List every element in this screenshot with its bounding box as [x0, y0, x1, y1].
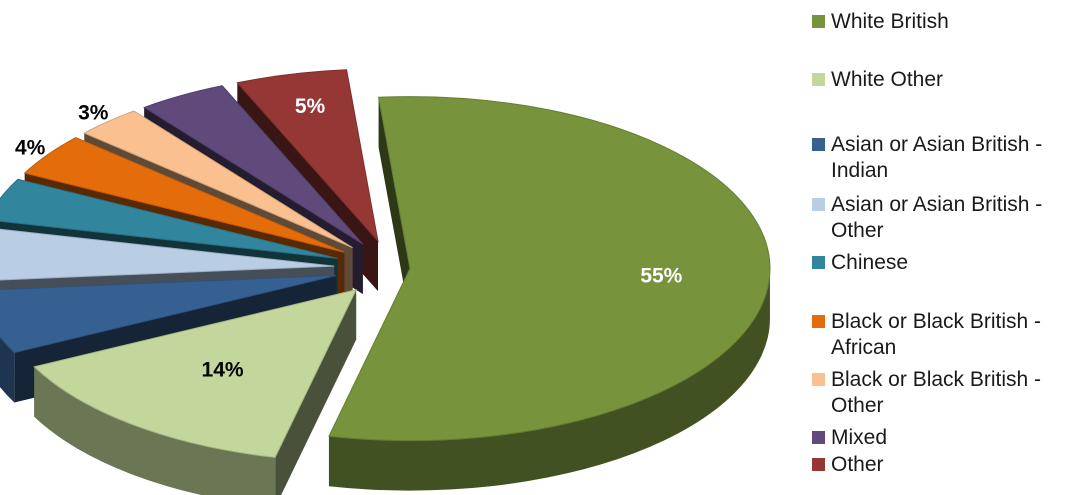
legend-item: Black or Black British - African [812, 309, 1082, 361]
legend-swatch [812, 373, 825, 386]
data-label-6: 4% [15, 136, 46, 159]
legend-item: Asian or Asian British - Indian [812, 132, 1082, 184]
legend-item: Mixed [812, 425, 1082, 451]
slice-rim [0, 336, 15, 403]
legend-label: Chinese [831, 251, 909, 274]
legend-label: Asian or Asian British - Other [831, 193, 1043, 242]
data-label-9: 5% [295, 95, 326, 118]
legend-swatch [812, 73, 825, 86]
pie-slice-2 [33, 289, 358, 458]
pie-slice-3 [0, 275, 337, 354]
legend-item: Other [812, 452, 1082, 478]
slice-top-layer [0, 69, 771, 458]
pie-slice-1 [328, 96, 771, 442]
legend-label: Mixed [831, 426, 888, 449]
pie-slice-9 [236, 69, 379, 243]
legend-label: White British [831, 10, 949, 33]
pie-slice-4 [0, 228, 335, 281]
legend-item: Asian or Asian British - Other [812, 192, 1082, 244]
legend: White British White Other Asian or Asian B… [812, 0, 1084, 495]
legend-label: Asian or Asian British - Indian [831, 133, 1043, 182]
legend-item: White British [812, 9, 1082, 35]
legend-swatch [812, 256, 825, 269]
data-label-2: 14% [202, 358, 244, 381]
legend-label: Black or Black British - Other [831, 368, 1042, 417]
pie-slice-6 [23, 137, 345, 253]
legend-swatch [812, 15, 825, 28]
legend-swatch [812, 138, 825, 151]
legend-label: Other [831, 453, 884, 476]
data-label-7: 3% [78, 101, 109, 124]
legend-swatch [812, 315, 825, 328]
data-label-layer: 55%14%6%5%4%4%3%5% [15, 95, 683, 381]
slice-rim [34, 366, 276, 495]
pie-chart: 55%14%6%5%4%4%3%5% [0, 69, 771, 495]
legend-swatch [812, 198, 825, 211]
pie-slice-7 [83, 110, 353, 249]
legend-swatch [812, 431, 825, 444]
pie-slice-5 [0, 178, 338, 259]
legend-item: White Other [812, 67, 1082, 93]
slice-rim [328, 268, 770, 491]
data-label-1: 55% [640, 265, 682, 288]
legend-item: Black or Black British - Other [812, 367, 1082, 419]
legend-label: Black or Black British - African [831, 310, 1042, 359]
legend-label: White Other [831, 68, 944, 91]
legend-item: Chinese [812, 250, 1082, 276]
legend-swatch [812, 458, 825, 471]
pie-slice-8 [143, 85, 364, 245]
slice-wall [378, 97, 410, 319]
